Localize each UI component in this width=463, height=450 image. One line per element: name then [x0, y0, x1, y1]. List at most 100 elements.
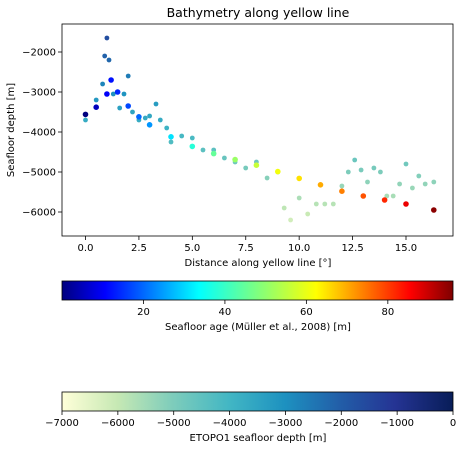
colorbar-tick-label: 60: [300, 307, 313, 318]
age-curve-point: [104, 91, 110, 97]
etopo-point: [352, 157, 358, 163]
depth-colorbar-label: ETOPO1 seafloor depth [m]: [190, 433, 327, 444]
etopo-point: [264, 175, 270, 181]
etopo-point: [102, 53, 108, 59]
colorbar-tick-label: 20: [137, 307, 150, 318]
etopo-point: [330, 201, 336, 207]
etopo-point: [147, 113, 153, 119]
etopo-point: [296, 195, 302, 201]
y-axis-ticks: −6000 −5000 −4000 −3000 −2000: [22, 48, 62, 219]
chart-title: Bathymetry along yellow line: [167, 5, 350, 20]
age-curve-point: [431, 207, 437, 213]
y-tick-label: −5000: [22, 168, 56, 179]
colorbar-tick-label: 0: [450, 418, 456, 429]
etopo-point: [365, 179, 370, 185]
colorbar-tick-label: 80: [381, 307, 394, 318]
etopo-point: [104, 35, 110, 41]
age-curve-point: [168, 134, 174, 140]
plot-frame: [61, 23, 454, 237]
age-curve-point: [189, 143, 196, 150]
etopo-point: [110, 91, 116, 97]
x-tick-label: 0.0: [78, 243, 94, 254]
etopo-point: [189, 135, 195, 141]
etopo-point: [416, 173, 422, 179]
colorbar-tick-label: −7000: [45, 418, 79, 429]
etopo-point: [83, 117, 88, 123]
etopo-point: [130, 109, 135, 115]
age-curve-point: [381, 197, 388, 203]
age-curve-point: [136, 114, 142, 120]
etopo-point: [121, 91, 127, 97]
etopo-point: [339, 183, 345, 189]
x-axis-ticks: 0.0 2.5 5.0 7.5 10.0 12.5 15.0: [78, 236, 417, 254]
etopo-point: [222, 155, 227, 161]
etopo-point: [345, 169, 351, 175]
etopo-point: [431, 179, 437, 185]
etopo-point: [93, 97, 99, 103]
age-curve-point: [210, 150, 217, 157]
y-axis-label: Seafloor depth [m]: [6, 83, 17, 177]
plot-marks: [82, 35, 437, 223]
age-curve-point: [108, 77, 114, 83]
age-colorbar-label: Seafloor age (Müller et al., 2008) [m]: [165, 322, 351, 333]
etopo-point: [322, 201, 328, 207]
etopo-point: [100, 81, 105, 87]
age-curve-point: [125, 103, 131, 109]
etopo-point: [157, 117, 163, 123]
etopo-point: [390, 193, 396, 199]
age-curve-point: [339, 188, 345, 194]
etopo-point: [288, 217, 293, 223]
etopo-point: [422, 181, 428, 187]
x-tick-label: 5.0: [184, 243, 200, 254]
age-curve-point: [146, 122, 153, 128]
etopo-point: [371, 165, 377, 171]
age-colorbar-ticks: 20 40 60 80: [137, 300, 394, 318]
etopo-point: [164, 125, 170, 131]
etopo-point: [179, 133, 185, 139]
age-curve-point: [93, 104, 99, 110]
colorbar-tick-label: −5000: [157, 418, 191, 429]
etopo-point: [168, 139, 174, 145]
age-curve-point: [82, 111, 89, 118]
etopo-point: [384, 193, 390, 199]
colorbar-tick-label: −2000: [324, 418, 358, 429]
age-curve-point: [317, 182, 324, 188]
etopo-point: [305, 211, 311, 217]
y-tick-label: −4000: [22, 128, 56, 139]
age-curve-point: [114, 89, 121, 95]
etopo-point: [313, 201, 319, 207]
age-curve-point: [275, 168, 281, 175]
etopo-point: [410, 185, 415, 191]
colorbar-tick-label: −1000: [380, 418, 414, 429]
age-curve-point: [360, 193, 367, 199]
colorbar-tick-label: −6000: [101, 418, 135, 429]
x-tick-label: 7.5: [238, 243, 254, 254]
colorbar-tick-label: −3000: [269, 418, 303, 429]
age-curve-point: [296, 175, 303, 182]
x-tick-label: 10.0: [288, 243, 310, 254]
y-tick-label: −2000: [22, 48, 56, 59]
etopo-point: [125, 73, 131, 79]
etopo-point: [117, 105, 123, 111]
etopo-point: [403, 161, 409, 167]
colorbar-tick-label: 40: [219, 307, 232, 318]
etopo-point: [142, 115, 148, 121]
y-tick-label: −3000: [22, 88, 56, 99]
y-tick-label: −6000: [22, 208, 56, 219]
etopo-point: [358, 167, 364, 173]
depth-colorbar: [61, 391, 454, 412]
etopo-point: [106, 57, 112, 63]
etopo-point: [281, 205, 287, 211]
x-tick-label: 15.0: [395, 243, 417, 254]
age-curve-point: [253, 162, 260, 168]
depth-colorbar-ticks: −7000 −6000 −5000 −4000 −3000 −2000 −1000 0: [45, 411, 456, 429]
etopo-point: [378, 169, 383, 175]
age-curve-point: [403, 201, 409, 207]
age-colorbar: [61, 280, 454, 301]
etopo-point: [153, 101, 159, 107]
x-tick-label: 2.5: [131, 243, 147, 254]
age-curve-point: [232, 156, 238, 163]
x-tick-label: 12.5: [341, 243, 363, 254]
etopo-point: [397, 181, 402, 187]
